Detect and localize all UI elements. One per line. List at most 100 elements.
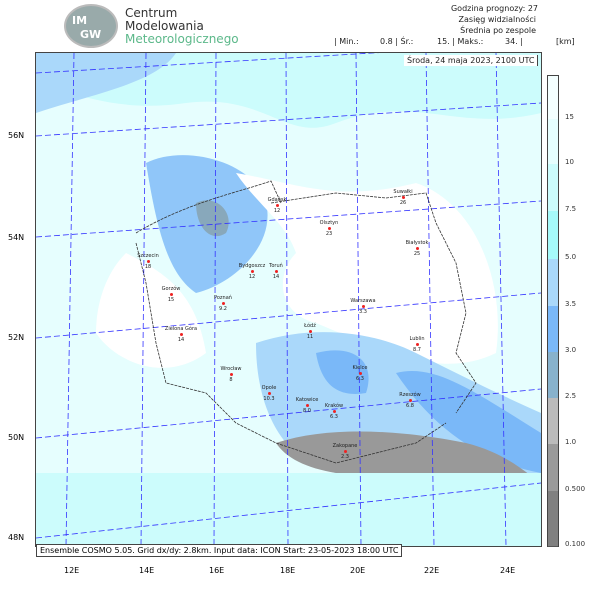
lon-label: 14E: [139, 566, 155, 575]
city-value: 6.3: [330, 414, 338, 420]
city-name: Wrocław: [220, 366, 242, 372]
unit: [km]: [556, 37, 575, 46]
colorbar-label: 2.5: [565, 392, 577, 400]
city-value: 10.3: [263, 396, 275, 402]
colorbar-segment: [548, 164, 558, 212]
city-name: Bydgoszcz: [238, 263, 266, 269]
city-marker: Katowice 8.0: [287, 397, 327, 414]
lon-label: 24E: [500, 566, 516, 575]
city-value: 26: [399, 200, 407, 206]
city-dot: [361, 305, 365, 308]
lon-label: 12E: [64, 566, 80, 575]
city-dot: [415, 343, 419, 346]
city-value: 11: [306, 334, 314, 340]
city-name: Kielce: [352, 365, 368, 371]
city-dot: [305, 404, 309, 407]
city-value: 14: [272, 274, 280, 280]
city-marker: Białystok 25: [397, 240, 437, 257]
city-dot: [358, 372, 362, 375]
city-marker: Wrocław 8: [211, 366, 251, 383]
city-dot: [250, 270, 254, 273]
map-canvas: [36, 53, 541, 546]
city-marker: Gdańsk 12: [257, 197, 297, 214]
colorbar-segment: [548, 76, 558, 120]
colorbar: [547, 75, 559, 547]
valid-time: Środa, 24 maja 2023, 2100 UTC: [404, 55, 539, 66]
lon-label: 16E: [209, 566, 225, 575]
colorbar-segment: [548, 306, 558, 353]
visibility-map: Gdańsk 12 Olsztyn 23 Suwałki 26 Białystok 25 Szc…: [35, 52, 542, 547]
city-name: Poznań: [214, 295, 232, 301]
city-dot: [146, 260, 150, 263]
org-name-line1: Centrum: [125, 6, 178, 20]
city-value: 12: [273, 208, 281, 214]
city-dot: [415, 247, 419, 250]
city-name: Opole: [261, 385, 277, 391]
colorbar-label: 7.5: [565, 205, 577, 213]
city-dot: [275, 204, 279, 207]
lon-label: 20E: [350, 566, 366, 575]
city-name: Kraków: [324, 403, 344, 409]
city-name: Olsztyn: [319, 220, 339, 226]
city-value: 6.8: [406, 403, 414, 409]
lat-label: 54N: [8, 233, 25, 242]
city-value: 23: [325, 231, 333, 237]
max-value: 34. |: [505, 37, 523, 46]
colorbar-label: 0.500: [565, 485, 586, 493]
lat-label: 50N: [8, 433, 25, 442]
city-name: Suwałki: [393, 189, 413, 195]
city-value: 12: [248, 274, 256, 280]
colorbar-segment: [548, 259, 558, 307]
city-dot: [221, 302, 225, 305]
city-dot: [308, 330, 312, 333]
city-value: 2.3: [341, 454, 349, 460]
colorbar-label: 0.100: [565, 540, 586, 548]
city-marker: Gorzów 15: [151, 286, 191, 303]
city-marker: Lublin 8.7: [397, 336, 437, 353]
city-value: 15: [167, 297, 175, 303]
statistic-name: Średnia po zespole: [460, 26, 536, 35]
city-name: Zielona Góra: [164, 326, 198, 332]
city-dot: [401, 196, 405, 199]
city-marker: Szczecin 18: [128, 253, 168, 270]
lon-label: 22E: [424, 566, 440, 575]
org-name-line3: Meteorologicznego: [125, 32, 239, 46]
lat-label: 52N: [8, 333, 25, 342]
lon-label: 18E: [280, 566, 296, 575]
colorbar-segment: [548, 352, 558, 399]
colorbar-label: 1.0: [565, 438, 577, 446]
colorbar-label: 5.0: [565, 253, 577, 261]
city-value: 9.2: [219, 306, 227, 312]
city-name: Warszawa: [350, 298, 376, 304]
city-value: 8.7: [413, 347, 421, 353]
city-dot: [267, 392, 271, 395]
city-marker: Zakopane 2.3: [325, 443, 365, 460]
model-info: Ensemble COSMO 5.05. Grid dx/dy: 2.8km. …: [36, 544, 403, 557]
city-dot: [408, 399, 412, 402]
forecast-hour: Godzina prognozy: 27: [450, 4, 538, 13]
city-name: Lublin: [409, 336, 425, 342]
city-marker: Kielce 6.3: [340, 365, 380, 382]
city-marker: Zielona Góra 14: [161, 326, 201, 343]
colorbar-segment: [548, 211, 558, 260]
city-marker: Łódź 11: [290, 323, 330, 340]
city-marker: Olsztyn 23: [309, 220, 349, 237]
colorbar-label: 3.5: [565, 300, 577, 308]
city-name: Zakopane: [332, 443, 358, 449]
city-name: Białystok: [405, 240, 429, 246]
min-label: | Min.:: [334, 37, 359, 46]
city-value: 8: [229, 377, 233, 383]
city-dot: [179, 333, 183, 336]
city-dot: [169, 293, 173, 296]
city-name: Katowice: [295, 397, 319, 403]
imgw-logo: IM GW: [64, 4, 118, 48]
city-marker: Rzeszów 6.8: [390, 392, 430, 409]
colorbar-label: 3.0: [565, 346, 577, 354]
city-marker: Warszawa 3.3: [343, 298, 383, 315]
lat-label: 56N: [8, 131, 25, 140]
city-value: 3.3: [359, 309, 367, 315]
colorbar-label: 10: [565, 158, 574, 166]
city-dot: [332, 410, 336, 413]
city-value: 8.0: [303, 408, 311, 414]
city-name: Szczecin: [137, 253, 159, 259]
